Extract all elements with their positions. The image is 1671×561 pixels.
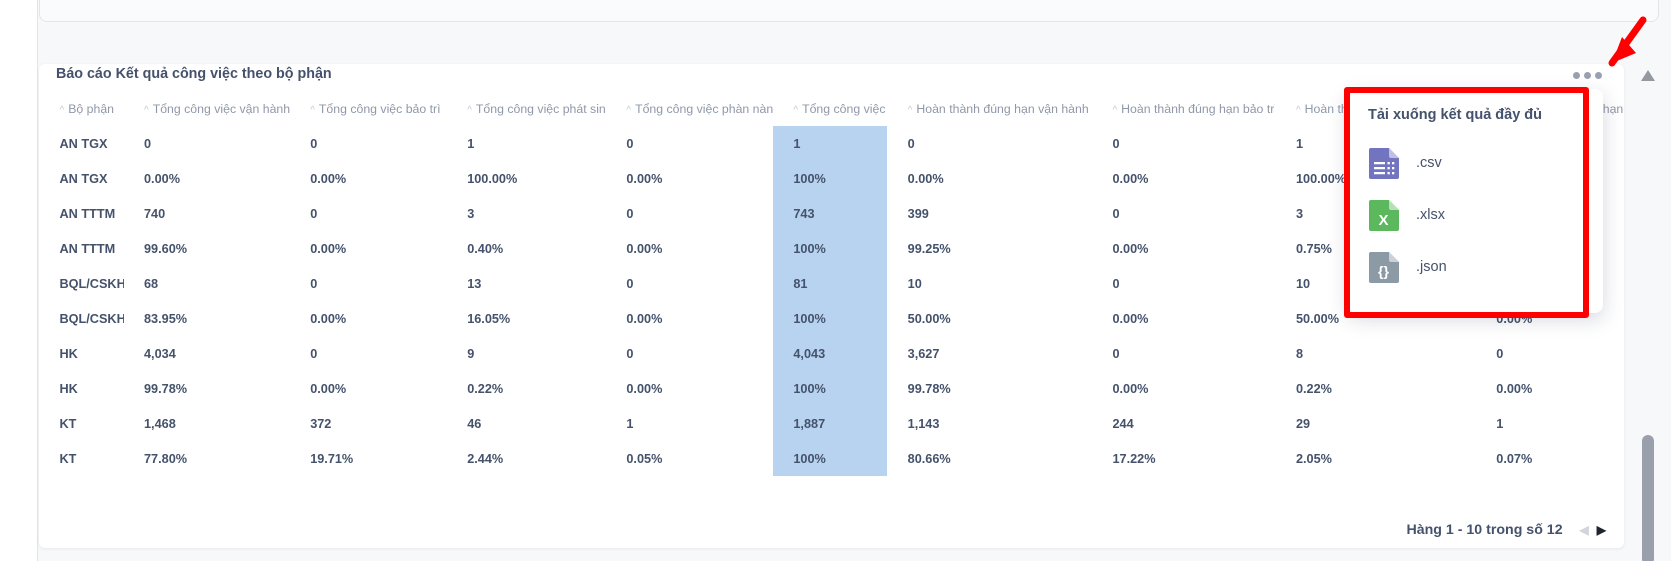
svg-text:{}: {} xyxy=(1378,263,1389,279)
svg-text:X: X xyxy=(1378,212,1388,229)
